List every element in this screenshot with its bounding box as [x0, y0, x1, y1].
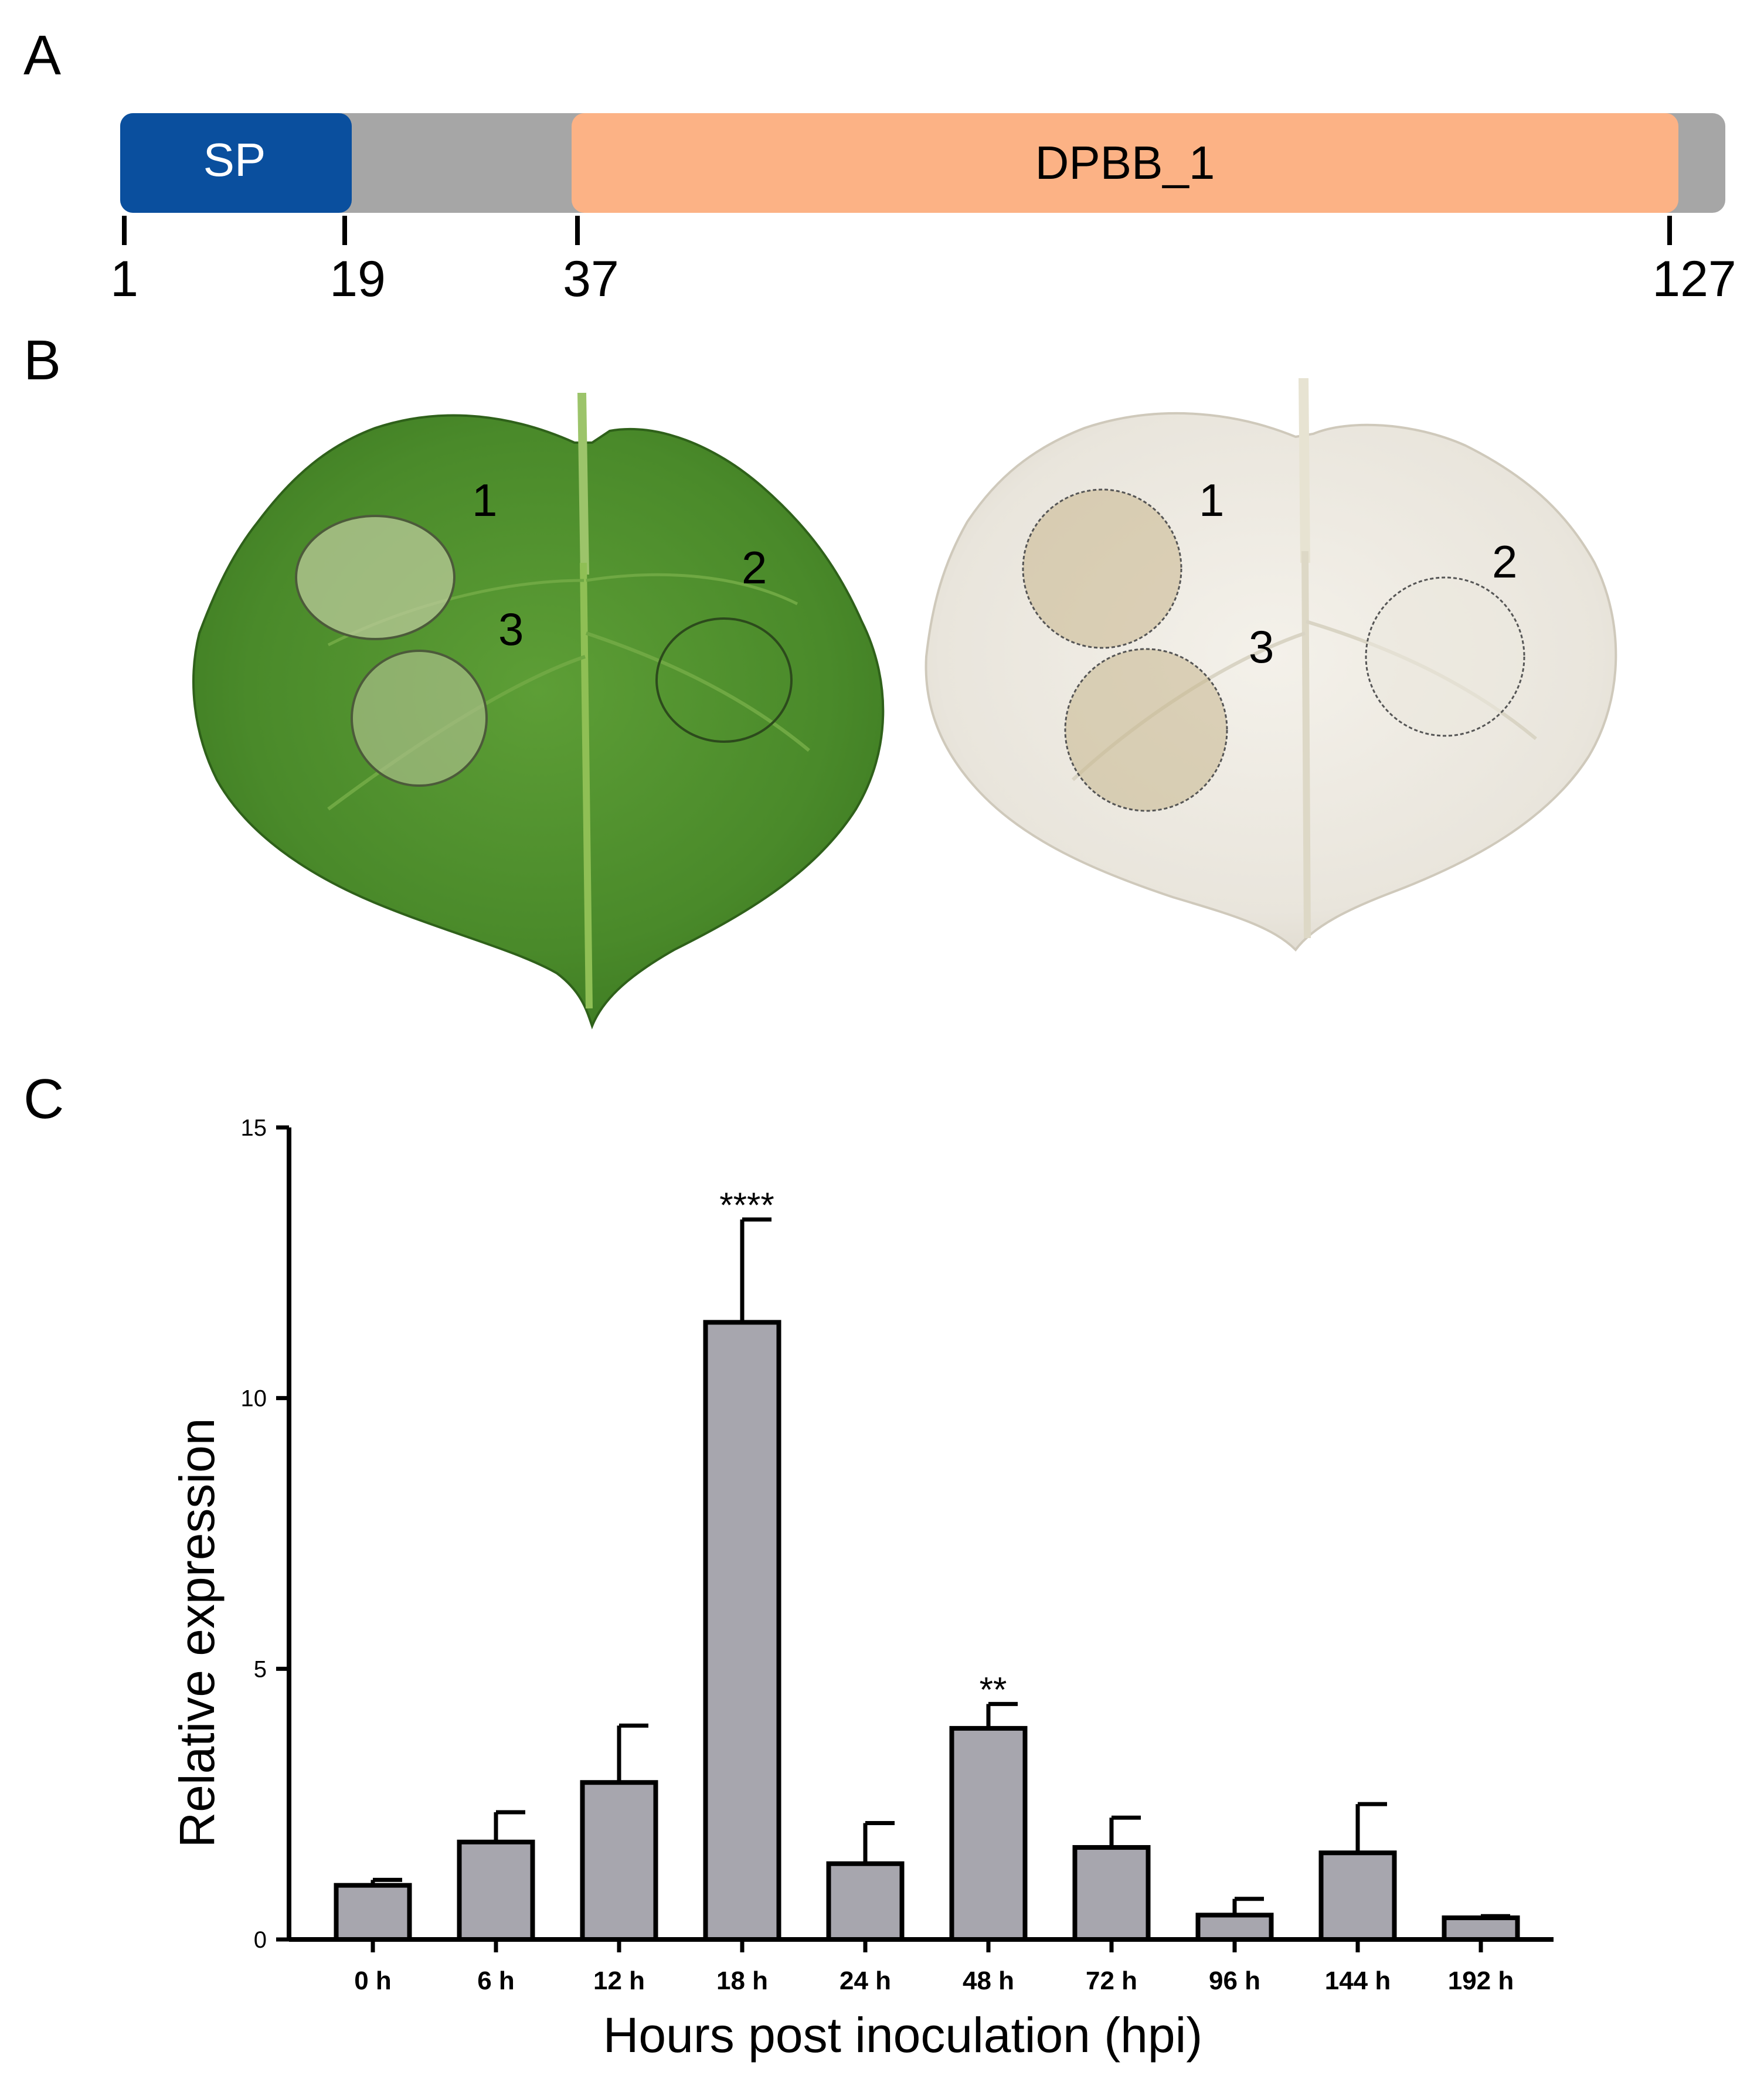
panel-c-letter: C [23, 1068, 64, 1130]
bar [580, 1780, 658, 1942]
bleached-leaf-midrib [1301, 551, 1311, 939]
x-tick-label: 192 h [1448, 1966, 1514, 1995]
green-leaf-midrib [580, 562, 593, 1009]
tick-label-1: 1 [110, 251, 138, 307]
x-tick-label: 72 h [1086, 1966, 1137, 1995]
leaf-photographs: 1 2 3 1 2 3 [192, 378, 1617, 1030]
green-leaf: 1 2 3 [192, 393, 885, 1030]
infiltration-spot-3 [351, 650, 488, 787]
dpbb-domain [572, 113, 1678, 213]
bleached-leaf-label-3: 3 [1249, 621, 1274, 672]
sp-domain [120, 113, 352, 213]
bar [1318, 1850, 1397, 1942]
bleached-spot-2 [1365, 576, 1525, 737]
bar [826, 1861, 905, 1942]
infiltration-spot-2 [655, 617, 793, 743]
x-axis-title: Hours post inoculation (hpi) [603, 2007, 1203, 2063]
green-leaf-vein-right-2 [586, 573, 798, 606]
infiltration-spot-1 [295, 515, 456, 640]
chart-bars: ****** [334, 1185, 1520, 1942]
sp-domain-label: SP [203, 134, 266, 186]
significance-label: ** [980, 1670, 1007, 1709]
green-leaf-petiole [577, 393, 589, 575]
panel-c: C 0 5 10 15 0 h 6 h 12 h 18 h 24 h 48 h 72 h 96 h 14… [0, 1067, 1764, 2093]
bleached-leaf: 1 2 3 [925, 378, 1617, 952]
tick-label-37: 37 [563, 251, 619, 307]
tick-label-19: 19 [329, 251, 386, 307]
bar-chart: 0 5 10 15 0 h 6 h 12 h 18 h 24 h 48 h 72 h 96 h 144 … [169, 1115, 1554, 2063]
panel-a-letter: A [23, 24, 62, 87]
bleached-spot-1 [1022, 488, 1182, 649]
green-leaf-label-2: 2 [742, 542, 767, 593]
panel-b: B 1 2 [0, 328, 1764, 1108]
x-tick-label: 12 h [593, 1966, 645, 1995]
x-tick-label: 18 h [716, 1966, 768, 1995]
panel-a: A SP DPBB_1 1 19 37 127 [0, 0, 1764, 328]
significance-label: **** [719, 1185, 774, 1225]
bar [703, 1320, 781, 1942]
y-tick-label: 15 [241, 1115, 267, 1141]
bar [334, 1883, 412, 1942]
tick-label-127: 127 [1652, 251, 1736, 307]
green-leaf-vein-right-1 [586, 631, 810, 752]
bar [1442, 1915, 1520, 1942]
x-tick-label: 0 h [354, 1966, 392, 1995]
y-axis-title: Relative expression [169, 1418, 225, 1847]
green-leaf-blade [192, 414, 885, 1030]
green-leaf-label-1: 1 [472, 474, 497, 526]
x-tick-label: 24 h [839, 1966, 891, 1995]
bar [457, 1839, 535, 1942]
x-tick-label: 48 h [963, 1966, 1014, 1995]
x-tick-label: 6 h [477, 1966, 515, 1995]
y-tick-label: 0 [254, 1927, 267, 1953]
bleached-leaf-petiole [1299, 378, 1310, 563]
bar [1195, 1912, 1274, 1942]
panel-b-letter: B [23, 329, 62, 392]
bar [949, 1725, 1028, 1942]
bar [1072, 1845, 1151, 1942]
x-tick-label: 96 h [1209, 1966, 1260, 1995]
y-tick-label: 10 [241, 1386, 267, 1412]
protein-domain-diagram: SP DPBB_1 1 19 37 127 [110, 113, 1736, 307]
x-tick-label: 144 h [1325, 1966, 1391, 1995]
y-tick-label: 5 [254, 1656, 267, 1682]
bleached-spot-3 [1064, 648, 1228, 812]
bleached-leaf-label-2: 2 [1492, 536, 1517, 587]
bleached-leaf-label-1: 1 [1199, 474, 1224, 526]
dpbb-domain-label: DPBB_1 [1035, 137, 1215, 189]
green-leaf-label-3: 3 [498, 603, 524, 655]
